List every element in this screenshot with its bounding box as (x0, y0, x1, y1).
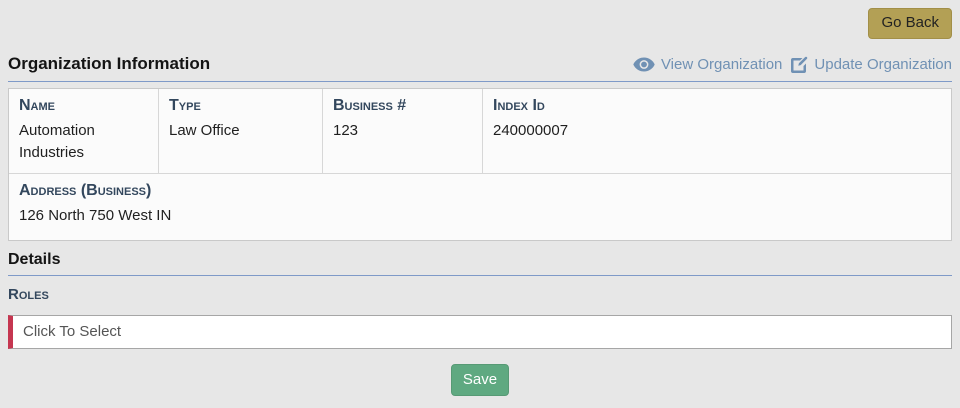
org-info-actions: View Organization Update Organization (633, 56, 952, 74)
go-back-button[interactable]: Go Back (868, 8, 952, 39)
field-index-id-label: Index Id (493, 96, 545, 114)
field-business-number-value: 123 (333, 121, 359, 139)
field-index-id-value: 240000007 (493, 121, 569, 139)
org-info-fields-row: Name Automation Industries Type Law Offi… (9, 88, 951, 174)
field-type: Type Law Office (159, 88, 323, 173)
save-row: Save (8, 363, 952, 396)
field-type-value: Law Office (169, 121, 240, 139)
update-organization-link[interactable]: Update Organization (790, 56, 952, 74)
view-organization-link[interactable]: View Organization (633, 56, 782, 73)
roles-select-input[interactable] (8, 314, 952, 349)
field-address-label: Address (Business) (19, 181, 152, 199)
field-name-label: Name (19, 96, 55, 114)
field-address: Address (Business) 126 North 750 West IN (9, 174, 951, 240)
details-title: Details (8, 251, 952, 276)
field-address-value: 126 North 750 West IN (19, 207, 172, 225)
org-info-table: Name Automation Industries Type Law Offi… (8, 87, 952, 241)
update-organization-label: Update Organization (814, 56, 952, 73)
edit-icon (790, 56, 808, 74)
roles-input-wrap (8, 314, 952, 349)
org-info-title: Organization Information (8, 53, 211, 73)
field-name: Name Automation Industries (9, 88, 159, 173)
field-name-value: Automation Industries (19, 121, 95, 162)
topbar: Go Back (8, 8, 952, 39)
roles-label: Roles (8, 285, 49, 303)
view-organization-label: View Organization (660, 56, 783, 73)
org-info-address-row: Address (Business) 126 North 750 West IN (9, 174, 951, 240)
eye-icon (633, 57, 655, 72)
org-info-header: Organization Information View Organizati… (8, 54, 952, 82)
field-business-number-label: Business # (333, 96, 407, 114)
field-index-id: Index Id 240000007 (483, 89, 951, 173)
field-business-number: Business # 123 (323, 88, 483, 173)
field-type-label: Type (169, 96, 201, 114)
save-button[interactable]: Save (450, 363, 510, 396)
